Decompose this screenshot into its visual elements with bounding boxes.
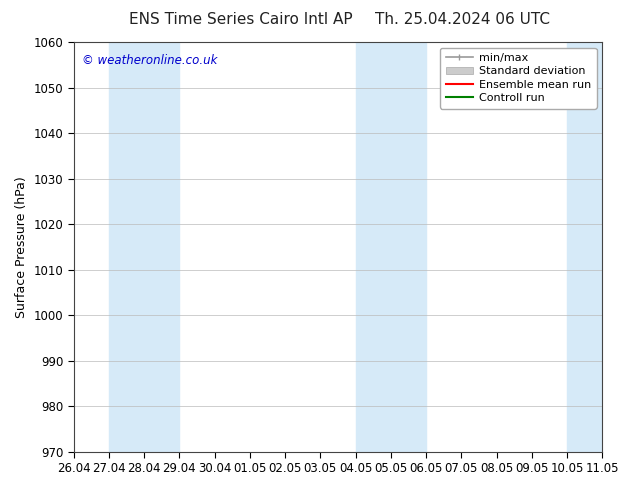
Y-axis label: Surface Pressure (hPa): Surface Pressure (hPa) [15,176,28,318]
Bar [109,42,179,452]
Text: Th. 25.04.2024 06 UTC: Th. 25.04.2024 06 UTC [375,12,550,27]
Legend: min/max, Standard deviation, Ensemble mean run, Controll run: min/max, Standard deviation, Ensemble me… [440,48,597,109]
Bar [356,42,426,452]
Text: ENS Time Series Cairo Intl AP: ENS Time Series Cairo Intl AP [129,12,353,27]
Bar [567,42,602,452]
Text: © weatheronline.co.uk: © weatheronline.co.uk [82,54,217,67]
